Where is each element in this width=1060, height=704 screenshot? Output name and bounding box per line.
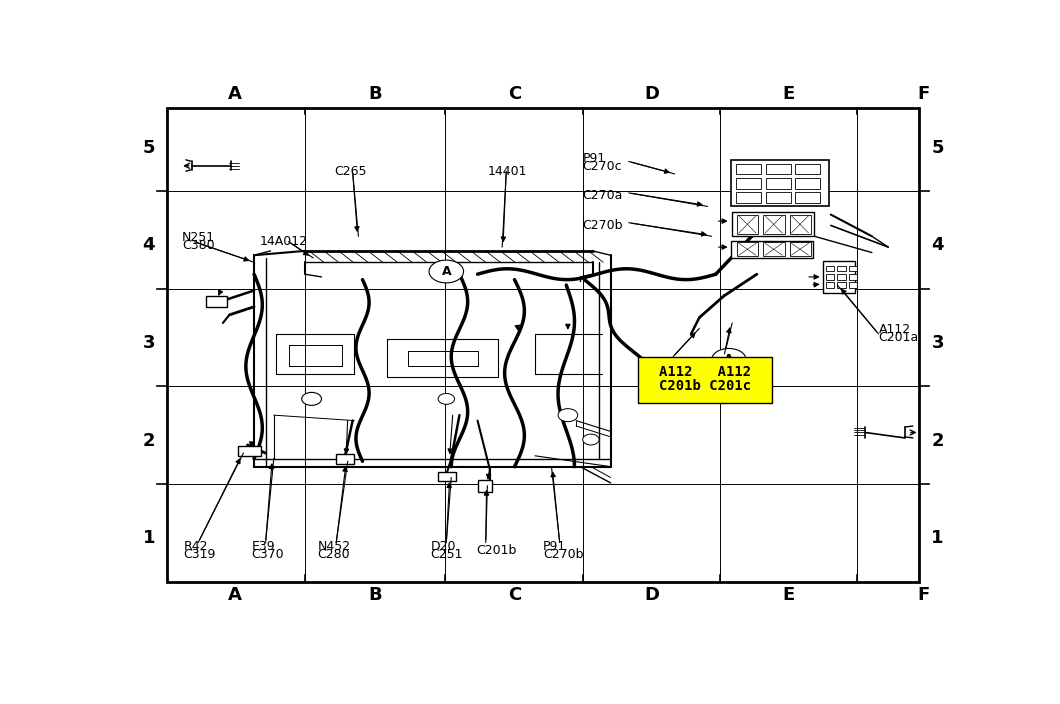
Bar <box>763 215 784 234</box>
Text: C: C <box>508 85 522 103</box>
Text: D: D <box>644 586 659 604</box>
Circle shape <box>302 392 321 406</box>
Text: C265: C265 <box>334 165 367 177</box>
Text: C319: C319 <box>183 548 216 561</box>
Text: C370: C370 <box>251 548 284 561</box>
Bar <box>737 242 759 256</box>
Bar <box>837 282 846 288</box>
Text: 1: 1 <box>932 529 943 547</box>
Text: 4: 4 <box>143 237 155 254</box>
Text: C270c: C270c <box>583 161 622 173</box>
Text: C201b C201c: C201b C201c <box>659 379 752 394</box>
Circle shape <box>558 408 578 422</box>
Bar <box>837 266 846 272</box>
Bar <box>737 191 761 203</box>
Text: C380: C380 <box>182 239 214 252</box>
Circle shape <box>583 434 599 445</box>
Bar <box>795 163 820 175</box>
Bar <box>826 282 834 288</box>
Bar <box>766 177 791 189</box>
Text: A112: A112 <box>879 323 911 336</box>
Text: 4: 4 <box>932 237 943 254</box>
Bar <box>730 241 813 258</box>
Bar <box>849 282 858 288</box>
Bar <box>438 472 456 482</box>
Text: C: C <box>508 586 522 604</box>
Bar <box>638 357 772 403</box>
Bar <box>737 163 761 175</box>
Text: E: E <box>782 85 794 103</box>
Text: F: F <box>918 586 930 604</box>
Text: 5: 5 <box>143 139 155 157</box>
Text: D20: D20 <box>430 540 456 553</box>
Text: B: B <box>368 85 382 103</box>
Circle shape <box>429 260 463 283</box>
Text: N452: N452 <box>317 540 351 553</box>
Bar <box>766 191 791 203</box>
Text: N251: N251 <box>182 231 215 244</box>
Circle shape <box>711 348 746 371</box>
Text: 1: 1 <box>143 529 155 547</box>
Text: A: A <box>228 586 242 604</box>
Text: A: A <box>442 265 452 278</box>
Bar <box>790 215 811 234</box>
Text: P91: P91 <box>583 152 606 165</box>
Bar <box>237 446 261 455</box>
Bar <box>207 296 227 307</box>
Text: A: A <box>724 353 734 366</box>
Bar <box>795 177 820 189</box>
Bar <box>849 275 858 279</box>
Bar <box>477 480 492 492</box>
Bar <box>837 275 846 279</box>
Bar <box>737 215 759 234</box>
Text: 3: 3 <box>143 334 155 352</box>
Bar <box>737 177 761 189</box>
Text: B: B <box>368 586 382 604</box>
Text: C270b: C270b <box>583 219 623 232</box>
Circle shape <box>438 394 455 404</box>
Text: 14401: 14401 <box>488 165 527 177</box>
Text: C201a: C201a <box>879 331 919 344</box>
Text: 2: 2 <box>932 432 943 450</box>
Text: E: E <box>782 586 794 604</box>
Text: A: A <box>228 85 242 103</box>
Text: 14A012: 14A012 <box>260 235 307 249</box>
Bar <box>167 108 919 582</box>
Bar <box>790 242 811 256</box>
Text: R42: R42 <box>183 540 208 553</box>
Bar <box>730 161 829 206</box>
Text: C270b: C270b <box>543 548 584 561</box>
Text: 3: 3 <box>932 334 943 352</box>
Text: C280: C280 <box>317 548 350 561</box>
Bar <box>766 163 791 175</box>
Bar <box>823 260 855 293</box>
Text: E39: E39 <box>251 540 276 553</box>
Text: D: D <box>644 85 659 103</box>
Bar <box>732 212 814 237</box>
Text: 2: 2 <box>143 432 155 450</box>
Text: C251: C251 <box>430 548 463 561</box>
Bar <box>826 266 834 272</box>
Bar <box>336 454 354 464</box>
Bar <box>795 191 820 203</box>
Bar <box>826 275 834 279</box>
Bar <box>763 242 784 256</box>
Text: C270a: C270a <box>583 189 623 202</box>
Bar <box>849 266 858 272</box>
Text: 5: 5 <box>932 139 943 157</box>
Text: F: F <box>918 85 930 103</box>
Text: C201b: C201b <box>476 544 516 557</box>
Text: A112   A112: A112 A112 <box>659 365 752 379</box>
Text: P91: P91 <box>543 540 566 553</box>
